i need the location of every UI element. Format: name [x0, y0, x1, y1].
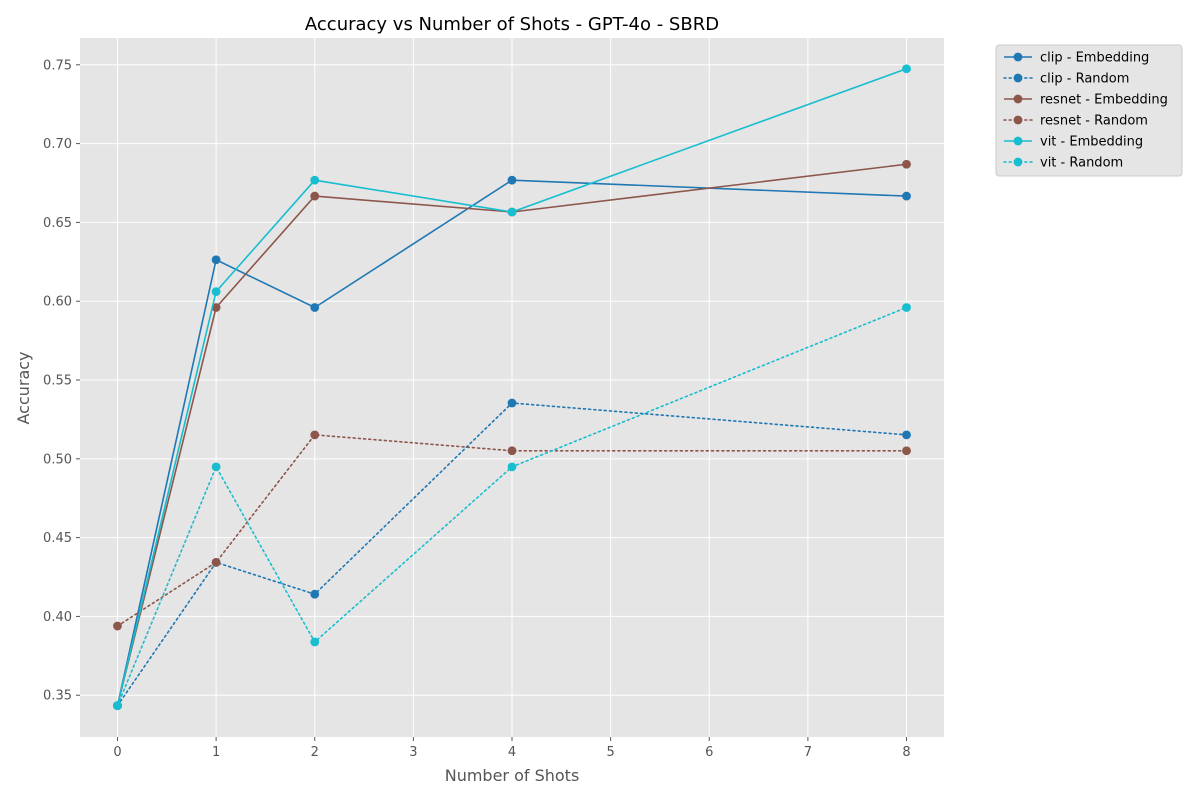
- legend-label: clip - Random: [1040, 72, 1129, 87]
- data-point: [211, 287, 221, 296]
- data-point: [902, 430, 911, 440]
- grid-lines: [80, 38, 944, 737]
- x-tick-label: 4: [508, 745, 516, 760]
- data-point: [902, 303, 911, 312]
- y-tick-label: 0.40: [43, 610, 72, 625]
- legend-item: clip - Embedding: [1004, 51, 1149, 66]
- legend-item: resnet - Embedding: [1004, 93, 1168, 108]
- data-point: [902, 64, 911, 74]
- data-point: [310, 303, 320, 312]
- data-point: [507, 462, 517, 472]
- y-tick-label: 0.45: [43, 531, 72, 546]
- x-tick-label: 5: [606, 745, 614, 760]
- data-point: [211, 303, 221, 312]
- series-vit-random: [113, 303, 911, 711]
- series-layer: [113, 64, 911, 711]
- data-point: [113, 701, 122, 711]
- x-tick-label: 6: [705, 745, 713, 760]
- legend-marker: [1013, 136, 1023, 146]
- x-tick-label: 7: [804, 745, 812, 760]
- legend-label: resnet - Embedding: [1040, 93, 1168, 108]
- x-tick-label: 8: [902, 745, 910, 760]
- legend-marker: [1013, 115, 1023, 125]
- y-tick-label: 0.75: [43, 58, 72, 73]
- legend-label: resnet - Random: [1040, 114, 1148, 129]
- x-tick-label: 1: [212, 745, 220, 760]
- legend-marker: [1013, 73, 1023, 83]
- legend-item: vit - Random: [1003, 156, 1123, 171]
- legend-box: [995, 44, 1183, 177]
- data-point: [310, 589, 320, 599]
- data-point: [211, 462, 221, 472]
- data-point: [113, 621, 122, 631]
- data-point: [310, 430, 320, 440]
- x-tick-label: 3: [409, 745, 417, 760]
- data-point: [211, 255, 221, 265]
- legend-label: clip - Embedding: [1040, 51, 1149, 66]
- legend-item: vit - Embedding: [1004, 135, 1143, 150]
- legend-label: vit - Embedding: [1040, 135, 1143, 150]
- y-tick-label: 0.65: [43, 216, 72, 231]
- data-point: [310, 191, 320, 201]
- data-point: [507, 175, 517, 185]
- legend: clip - Embedding clip - Random resnet - Em…: [995, 44, 1183, 177]
- y-tick-label: 0.60: [43, 295, 72, 310]
- y-axis-label: Accuracy: [14, 351, 33, 424]
- x-axis-ticks: 0 1 2 3 4 5 6 7 8: [113, 737, 911, 760]
- y-axis-ticks: 0.35 0.40 0.45 0.50 0.55 0.60 0.65 0.70 0.75: [43, 58, 80, 704]
- y-tick-label: 0.50: [43, 452, 72, 467]
- data-point: [902, 446, 911, 456]
- data-point: [902, 191, 911, 201]
- y-tick-label: 0.70: [43, 137, 72, 152]
- data-point: [310, 175, 320, 185]
- x-axis-label: Number of Shots: [445, 766, 580, 785]
- data-point: [211, 557, 221, 567]
- data-point: [507, 207, 517, 217]
- legend-marker: [1013, 94, 1023, 104]
- legend-label: vit - Random: [1040, 156, 1123, 171]
- data-point: [902, 159, 911, 169]
- y-tick-label: 0.55: [43, 374, 72, 389]
- series-line: [116, 434, 908, 627]
- data-point: [310, 637, 320, 647]
- legend-item: clip - Random: [1003, 72, 1129, 87]
- chart-title: Accuracy vs Number of Shots - GPT-4o - S…: [305, 14, 719, 35]
- series-resnet-random: [113, 430, 911, 631]
- legend-item: resnet - Random: [1003, 114, 1148, 129]
- data-point: [507, 398, 517, 408]
- legend-marker: [1013, 157, 1023, 167]
- legend-marker: [1013, 52, 1023, 62]
- data-point: [507, 446, 517, 456]
- y-tick-label: 0.35: [43, 689, 72, 704]
- x-tick-label: 2: [311, 745, 319, 760]
- x-tick-label: 0: [113, 745, 121, 760]
